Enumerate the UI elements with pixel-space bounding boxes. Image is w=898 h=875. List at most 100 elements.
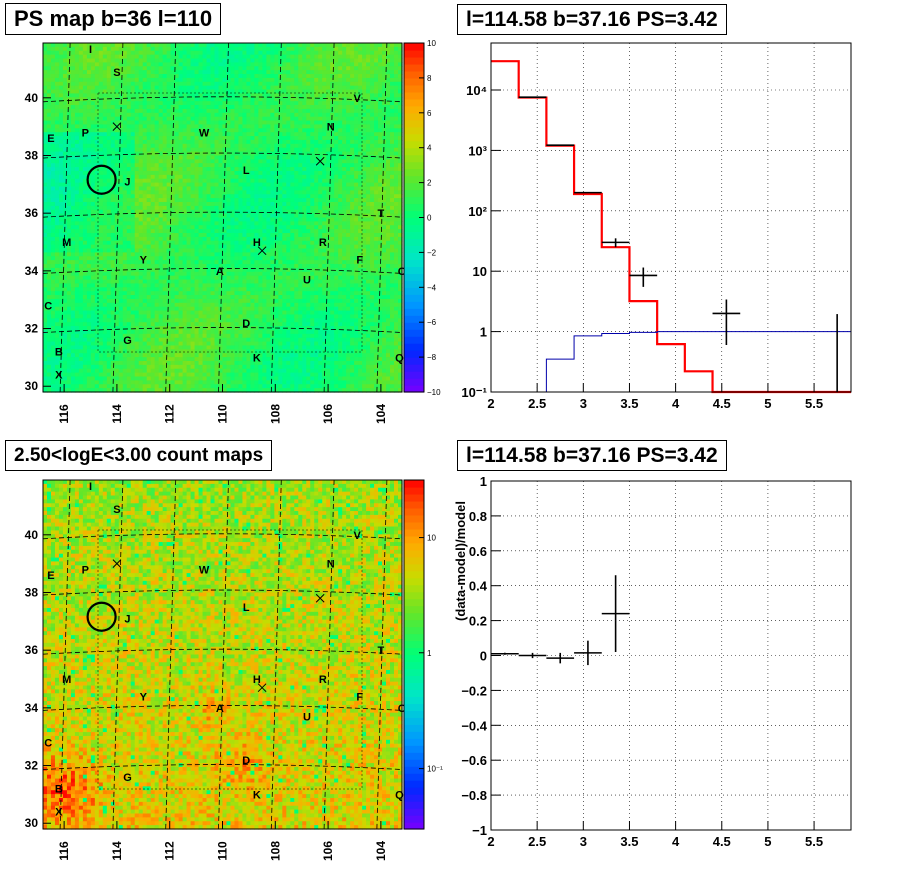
map-pixel bbox=[134, 306, 140, 312]
map-pixel bbox=[162, 287, 168, 292]
map-pixel bbox=[134, 372, 140, 378]
map-pixel bbox=[262, 209, 267, 215]
map-pixel bbox=[262, 132, 267, 137]
map-pixel bbox=[138, 46, 144, 52]
map-pixel bbox=[246, 295, 252, 300]
map-pixel bbox=[74, 43, 80, 48]
map-pixel bbox=[118, 267, 124, 273]
map-pixel bbox=[158, 190, 164, 195]
map-pixel bbox=[110, 360, 116, 366]
map-pixel bbox=[126, 384, 132, 389]
map-pixel bbox=[246, 151, 252, 157]
map-pixel bbox=[218, 66, 224, 71]
map-pixel bbox=[98, 62, 104, 67]
map-pixel bbox=[154, 260, 160, 265]
map-pixel bbox=[106, 50, 112, 56]
map-pixel bbox=[90, 275, 96, 281]
map-pixel bbox=[246, 116, 252, 122]
map-pixel bbox=[202, 101, 208, 106]
map-pixel bbox=[126, 112, 132, 118]
map-pixel bbox=[210, 62, 216, 67]
map-pixel bbox=[110, 46, 116, 52]
map-pixel bbox=[70, 233, 76, 238]
map-pixel bbox=[262, 221, 267, 226]
map-pixel bbox=[258, 93, 263, 98]
map-pixel bbox=[58, 93, 64, 98]
map-pixel bbox=[250, 252, 256, 257]
map-pixel bbox=[210, 295, 216, 300]
map-pixel bbox=[126, 132, 132, 137]
map-pixel bbox=[242, 136, 248, 141]
map-pixel bbox=[78, 167, 84, 172]
map-pixel bbox=[146, 50, 152, 56]
map-pixel bbox=[54, 260, 60, 265]
map-pixel bbox=[238, 66, 244, 71]
map-pixel bbox=[162, 174, 168, 180]
map-pixel bbox=[218, 341, 224, 347]
map-pixel bbox=[154, 190, 160, 195]
map-pixel bbox=[238, 233, 244, 238]
map-pixel bbox=[202, 388, 208, 393]
map-pixel bbox=[158, 101, 164, 106]
map-pixel bbox=[90, 329, 96, 335]
map-pixel bbox=[182, 43, 188, 48]
map-pixel bbox=[154, 213, 160, 219]
map-pixel bbox=[174, 326, 180, 331]
map-pixel bbox=[198, 213, 204, 219]
map-pixel bbox=[162, 368, 168, 374]
map-pixel bbox=[206, 388, 212, 393]
map-pixel bbox=[106, 260, 112, 265]
map-pixel bbox=[226, 108, 232, 114]
map-pixel bbox=[250, 74, 256, 79]
map-pixel bbox=[46, 190, 52, 195]
map-pixel bbox=[74, 81, 80, 87]
map-pixel bbox=[250, 353, 256, 358]
map-pixel bbox=[94, 225, 100, 230]
map-pixel bbox=[190, 248, 196, 253]
map-pixel bbox=[43, 120, 48, 126]
map-pixel bbox=[210, 182, 216, 188]
map-pixel bbox=[74, 170, 80, 176]
map-pixel bbox=[43, 85, 48, 91]
map-pixel bbox=[58, 178, 64, 184]
map-pixel bbox=[78, 124, 84, 129]
map-pixel bbox=[230, 201, 236, 207]
map-pixel bbox=[66, 380, 72, 385]
map-pixel bbox=[66, 376, 72, 381]
map-pixel bbox=[246, 105, 252, 110]
map-pixel bbox=[214, 353, 220, 358]
map-pixel bbox=[54, 388, 60, 393]
map-pixel bbox=[66, 89, 72, 95]
map-pixel bbox=[194, 291, 200, 296]
map-pixel bbox=[158, 279, 164, 285]
map-pixel bbox=[122, 89, 128, 95]
map-pixel bbox=[262, 128, 267, 133]
map-pixel bbox=[130, 341, 136, 347]
map-pixel bbox=[114, 275, 120, 281]
map-pixel bbox=[198, 217, 204, 222]
map-pixel bbox=[78, 128, 84, 133]
map-pixel bbox=[94, 360, 100, 366]
map-pixel bbox=[98, 248, 104, 253]
map-pixel bbox=[134, 155, 140, 160]
map-pixel bbox=[146, 345, 152, 350]
map-pixel bbox=[186, 132, 192, 137]
map-pixel bbox=[62, 198, 68, 203]
map-pixel bbox=[218, 213, 224, 219]
map-pixel bbox=[43, 314, 48, 319]
map-pixel bbox=[130, 105, 136, 110]
map-pixel bbox=[74, 74, 80, 79]
map-pixel bbox=[118, 248, 124, 253]
map-pixel bbox=[242, 380, 248, 385]
map-pixel bbox=[194, 170, 200, 176]
map-pixel bbox=[43, 74, 48, 79]
map-pixel bbox=[70, 252, 76, 257]
map-pixel bbox=[154, 170, 160, 176]
map-pixel bbox=[258, 66, 263, 71]
map-pixel bbox=[58, 310, 64, 316]
map-pixel bbox=[122, 112, 128, 118]
map-pixel bbox=[54, 186, 60, 191]
map-pixel bbox=[254, 112, 259, 118]
map-pixel bbox=[90, 213, 96, 219]
map-pixel bbox=[230, 182, 236, 188]
